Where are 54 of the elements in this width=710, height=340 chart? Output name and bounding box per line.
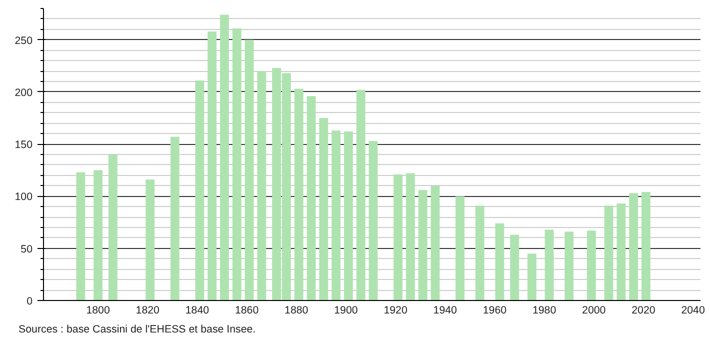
- x-tick-label: 2040: [681, 304, 705, 316]
- bar: [232, 28, 242, 300]
- bar: [368, 140, 378, 300]
- x-tick-label: 1820: [136, 304, 160, 316]
- bar: [356, 90, 366, 300]
- y-tick-label: 50: [20, 243, 33, 256]
- bar: [475, 206, 484, 300]
- bar: [495, 223, 504, 300]
- bar: [294, 88, 304, 300]
- bar: [510, 234, 520, 300]
- bar: [456, 196, 464, 300]
- bar: [220, 14, 229, 300]
- y-tick-label: 100: [14, 191, 33, 204]
- x-tick-label: 1900: [334, 304, 358, 316]
- x-tick-label: 2020: [632, 304, 656, 316]
- bar: [146, 180, 155, 300]
- bar: [195, 80, 204, 300]
- bar: [344, 132, 353, 300]
- y-tick-label: 150: [14, 139, 33, 152]
- x-tick-label: 1880: [284, 304, 308, 316]
- bar: [564, 232, 574, 300]
- bar: [244, 40, 254, 300]
- x-tick-label: 2000: [582, 304, 606, 316]
- bar: [604, 206, 614, 300]
- bar: [257, 71, 266, 300]
- source-note: Sources : base Cassini de l'EHESS et base Insee.: [18, 324, 256, 336]
- bar: [108, 154, 118, 300]
- bar: [94, 170, 103, 300]
- bar: [170, 136, 180, 300]
- bar: [306, 96, 316, 300]
- bar: [208, 31, 217, 300]
- y-tick-label: 200: [14, 86, 33, 99]
- x-tick-label: 1840: [185, 304, 210, 316]
- bar: [394, 174, 402, 300]
- bar: [430, 186, 440, 300]
- bar: [332, 130, 341, 300]
- x-tick-label: 1960: [482, 304, 507, 316]
- bar: [641, 192, 650, 300]
- bar: [629, 193, 638, 300]
- x-tick-label: 1800: [86, 304, 110, 316]
- bar: [527, 254, 536, 300]
- bar: [544, 230, 554, 300]
- y-tick-label: 0: [26, 296, 33, 308]
- x-tick-label: 1860: [234, 304, 259, 316]
- x-tick-label: 1940: [433, 304, 458, 316]
- x-tick-label: 1920: [384, 304, 408, 316]
- bar: [586, 230, 596, 300]
- bar: [418, 190, 428, 300]
- bar: [616, 204, 626, 300]
- x-tick-label: 1980: [532, 304, 556, 316]
- y-tick-label: 250: [14, 34, 33, 47]
- bar: [76, 172, 86, 300]
- bar: [319, 118, 328, 300]
- bar: [406, 173, 415, 300]
